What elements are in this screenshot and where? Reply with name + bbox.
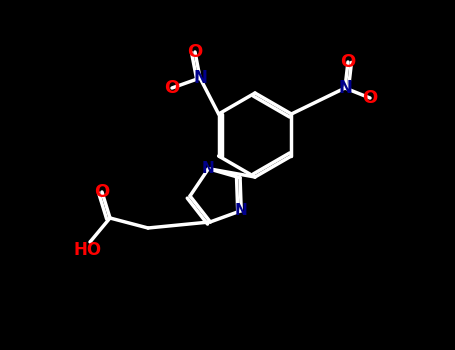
Text: HO: HO <box>74 241 102 259</box>
Text: N: N <box>193 69 207 87</box>
Text: O: O <box>340 53 356 71</box>
Text: N: N <box>338 79 352 97</box>
Text: O: O <box>187 43 202 61</box>
Text: N: N <box>202 161 215 176</box>
Text: O: O <box>94 183 110 201</box>
Text: N: N <box>235 203 248 218</box>
Text: O: O <box>164 79 180 97</box>
Text: O: O <box>362 89 378 107</box>
